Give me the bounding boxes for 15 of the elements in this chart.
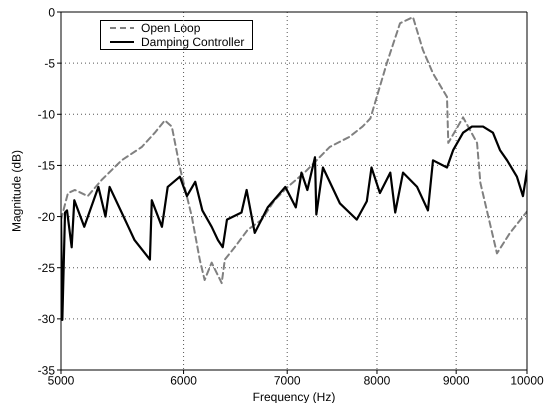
x-tick-label: 6000 [170, 374, 198, 388]
y-tick-label: -25 [38, 260, 56, 275]
x-tick-label: 10000 [510, 374, 544, 388]
y-tick-label: -10 [38, 108, 56, 122]
legend-label: Open Loop [141, 21, 200, 35]
legend-label: Damping Controller [141, 35, 244, 49]
y-tick-label: 0 [48, 5, 56, 20]
y-tick-label: -30 [38, 312, 56, 326]
x-tick-label: 7000 [274, 374, 301, 388]
y-axis-title: Magnitude (dB) [9, 150, 24, 232]
x-tick-label: 9000 [442, 374, 470, 388]
x-tick-label: 8000 [364, 374, 391, 388]
y-tick-label: -15 [38, 158, 56, 173]
y-tick-label: -20 [38, 210, 56, 224]
y-tick-label: -5 [44, 56, 56, 70]
